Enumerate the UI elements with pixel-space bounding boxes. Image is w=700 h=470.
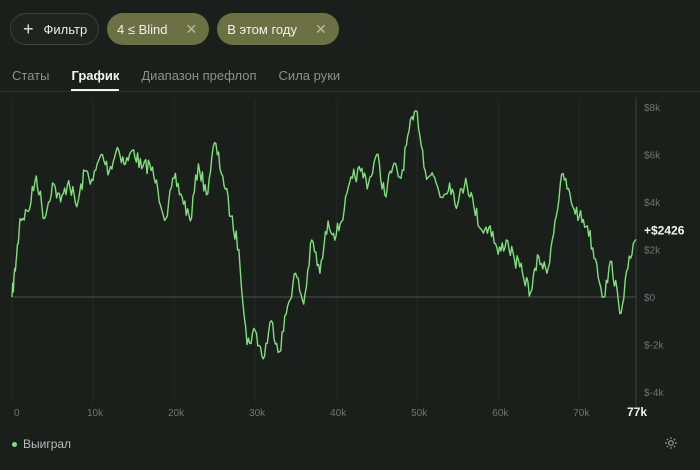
tab-divider: [0, 91, 700, 92]
close-icon[interactable]: ✕: [185, 20, 198, 37]
tab-graph[interactable]: График: [71, 68, 120, 91]
add-filter-label: Фильтр: [43, 21, 88, 37]
filter-chip-label: 4 ≤ Blind: [117, 21, 168, 37]
y-tick-label: $6k: [644, 151, 661, 162]
x-tick-label: 10k: [87, 408, 104, 419]
y-tick-label: $2k: [644, 246, 661, 257]
x-tick-label: 70k: [573, 408, 590, 419]
legend-label: Выиграл: [23, 437, 72, 451]
filter-chip-period[interactable]: В этом году ✕: [217, 13, 339, 45]
tab-preflop-range[interactable]: Диапазон префлоп: [141, 68, 257, 83]
legend-dot-icon: [12, 441, 17, 447]
x-tick-label: 0: [14, 408, 20, 419]
series-line-won: [11, 110, 637, 360]
y-tick-label: $-4k: [644, 388, 664, 399]
winnings-chart: $8k $6k $4k $2k $0 $-2k $-4k 0 10k 20k 30k 40k 50k 60…: [11, 97, 685, 419]
x-end-label: 77k: [627, 405, 647, 419]
gear-icon[interactable]: [664, 436, 678, 450]
filter-bar: + Фильтр 4 ≤ Blind ✕ В этом году ✕: [10, 13, 339, 45]
x-tick-label: 50k: [411, 408, 428, 419]
close-icon[interactable]: ✕: [314, 20, 327, 37]
chart-legend: Выиграл: [12, 437, 71, 451]
tab-hand-strength[interactable]: Сила руки: [278, 68, 341, 83]
y-tick-label: $8k: [644, 103, 661, 114]
filter-chip-label: В этом году: [227, 21, 297, 37]
x-tick-label: 60k: [492, 408, 509, 419]
x-tick-label: 20k: [168, 408, 185, 419]
add-filter-button[interactable]: + Фильтр: [10, 13, 99, 45]
filter-chip-blind[interactable]: 4 ≤ Blind ✕: [107, 13, 210, 45]
end-value-label: +$2426: [644, 223, 685, 237]
tab-stats[interactable]: Статы: [12, 68, 50, 83]
x-tick-label: 30k: [249, 408, 266, 419]
x-tick-label: 40k: [330, 408, 347, 419]
y-tick-label: $0: [644, 293, 656, 304]
y-tick-label: $4k: [644, 198, 661, 209]
y-tick-label: $-2k: [644, 341, 664, 352]
plus-icon: +: [23, 19, 34, 39]
tab-bar: Статы График Диапазон префлоп Сила руки: [12, 68, 362, 91]
